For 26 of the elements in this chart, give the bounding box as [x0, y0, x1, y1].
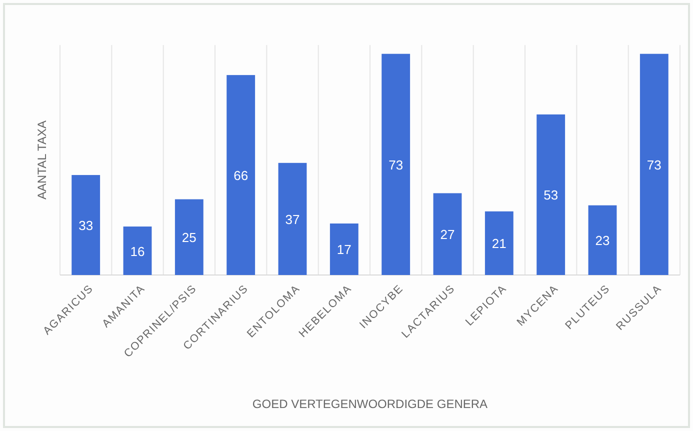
data-label: 25	[182, 230, 196, 246]
data-label: 23	[595, 233, 610, 248]
bar	[640, 54, 668, 275]
data-label: 33	[78, 218, 94, 234]
bar	[330, 224, 358, 275]
y-axis-title: AANTAL TAXA	[35, 120, 49, 200]
x-axis-title: GOED VERTEGENWOORDIGDE GENERA	[252, 397, 488, 411]
bar	[382, 54, 410, 275]
bar	[123, 226, 152, 275]
bar	[433, 193, 462, 275]
bar	[72, 175, 100, 275]
data-label: 73	[646, 157, 662, 172]
data-label: 53	[544, 188, 558, 203]
data-label: 73	[388, 157, 404, 172]
data-label: 66	[234, 168, 248, 184]
bar	[536, 114, 566, 275]
data-label: 21	[492, 236, 506, 252]
data-label: 27	[440, 227, 455, 242]
bar	[226, 75, 256, 275]
data-label: 17	[336, 242, 352, 258]
data-label: 37	[285, 212, 300, 227]
bar	[278, 162, 307, 275]
data-label: 16	[130, 244, 145, 259]
bar	[588, 205, 617, 275]
bar	[484, 211, 514, 275]
bar	[174, 199, 204, 275]
